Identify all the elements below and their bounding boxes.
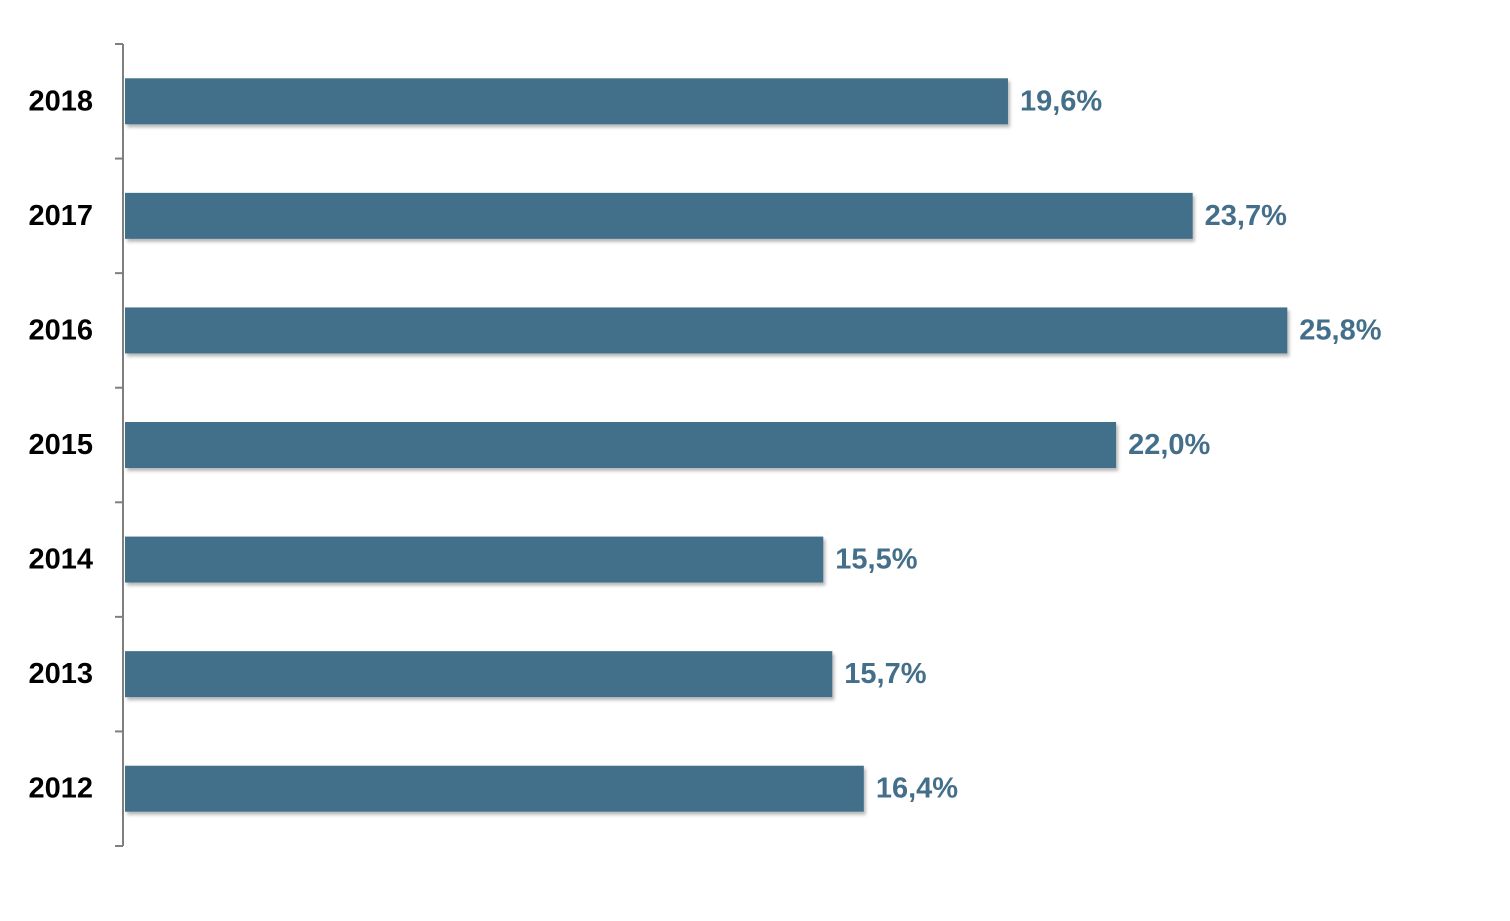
bar-2012 (125, 765, 864, 812)
value-label-2017: 23,7% (1205, 200, 1287, 232)
category-label-2015: 2015 (28, 429, 93, 461)
category-axis (115, 43, 124, 847)
bar-2016 (125, 307, 1288, 354)
value-label-2013: 15,7% (844, 658, 926, 690)
bar-series (125, 78, 1288, 812)
value-label-2018: 19,6% (1020, 85, 1102, 117)
bar-2013 (125, 651, 833, 698)
value-label-2012: 16,4% (876, 773, 958, 805)
label-layer: 2018 19,6% 2017 23,7% 2016 25,8% 2015 22,0% 2014… (28, 85, 1381, 804)
bar-2017 (125, 192, 1193, 239)
bar-2014 (125, 536, 824, 583)
category-label-2016: 2016 (28, 314, 93, 346)
bar-2015 (125, 422, 1117, 468)
category-label-2014: 2014 (28, 544, 93, 576)
value-label-2015: 22,0% (1128, 429, 1210, 461)
value-label-2014: 15,5% (835, 544, 917, 576)
category-label-2018: 2018 (28, 85, 93, 117)
value-label-2016: 25,8% (1299, 314, 1381, 346)
bar-2018 (125, 78, 1008, 125)
category-label-2012: 2012 (28, 773, 93, 805)
category-label-2017: 2017 (28, 200, 93, 232)
category-label-2013: 2013 (28, 658, 93, 690)
